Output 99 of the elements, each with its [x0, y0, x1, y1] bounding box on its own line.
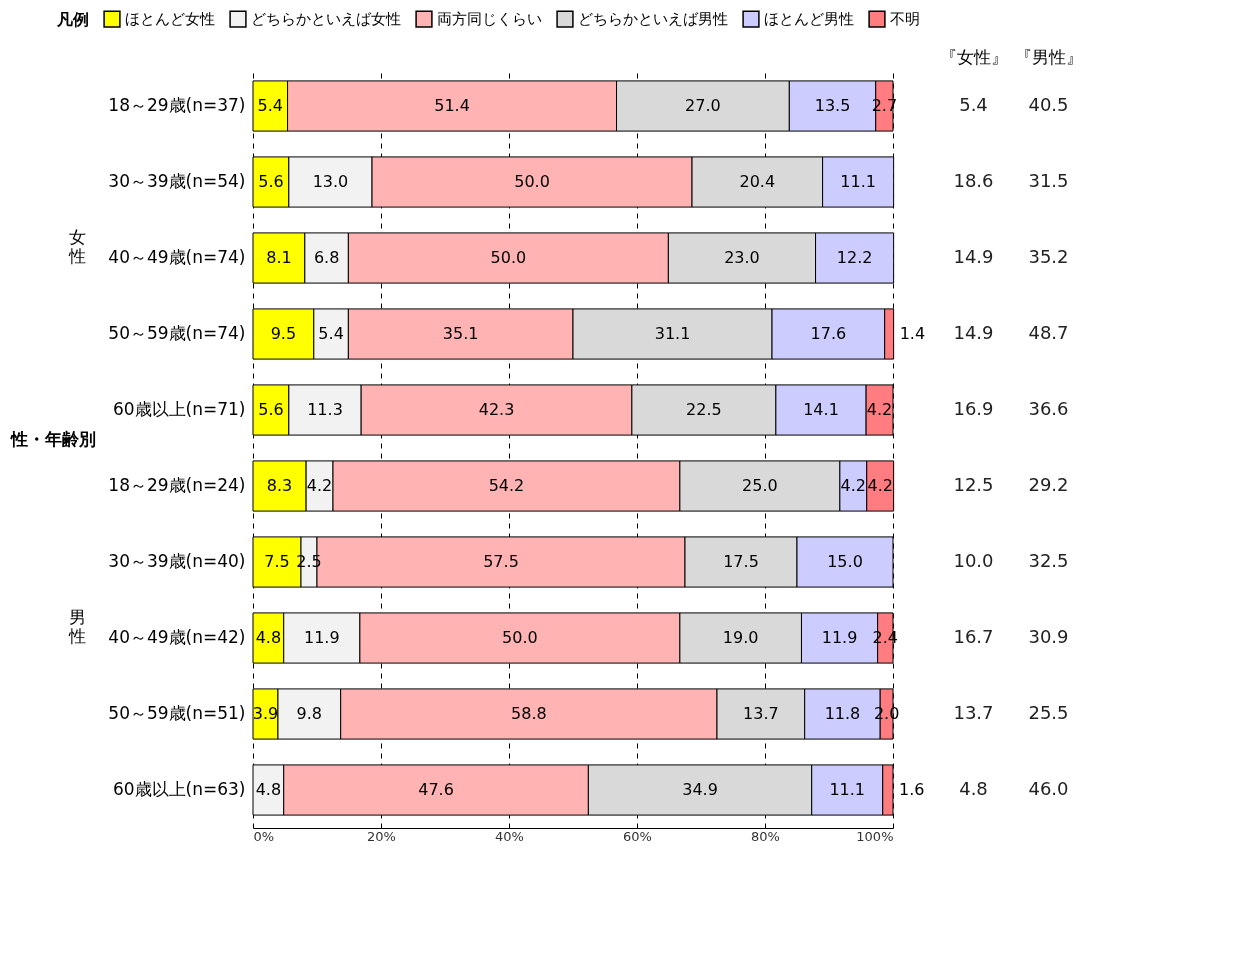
data-label: 4.2: [840, 476, 867, 495]
text: 『男性』: [1015, 46, 1083, 67]
data-label: 9.5: [270, 324, 297, 343]
data-label: 22.5: [686, 400, 722, 419]
data-label: 42.3: [478, 400, 515, 419]
data-label: 50.0: [502, 628, 538, 647]
text: 32.5: [1028, 550, 1069, 571]
data-label: 6.8: [313, 248, 340, 267]
data-label: 4.8: [255, 628, 282, 647]
text: 25.5: [1028, 702, 1069, 723]
text: 18.6: [953, 170, 994, 191]
text: 14.9: [953, 322, 994, 343]
data-label: 15.0: [827, 552, 863, 571]
data-label: 31.1: [654, 324, 691, 343]
y-tick-label: 18～29歳(n=24): [108, 475, 246, 495]
legend-label: どちらかといえば男性: [578, 10, 728, 29]
x-tick-label: 80%: [751, 828, 780, 844]
data-label: 12.2: [836, 248, 873, 267]
y-tick-label: 60歳以上(n=63): [112, 779, 246, 799]
data-label: 27.0: [685, 96, 721, 115]
text: 30.9: [1028, 626, 1069, 647]
text: 31.5: [1028, 170, 1069, 191]
data-label: 17.6: [810, 324, 847, 343]
y-tick-label: 50～59歳(n=74): [108, 323, 246, 343]
data-label: 47.6: [418, 780, 454, 799]
data-label: 20.4: [739, 172, 776, 191]
text: 40.5: [1028, 94, 1069, 115]
data-label: 5.6: [258, 172, 284, 191]
text: 男性: [67, 607, 86, 646]
y-tick-label: 60歳以上(n=71): [112, 399, 246, 419]
data-label: 9.8: [296, 704, 323, 723]
data-label: 19.0: [722, 628, 759, 647]
y-tick-label: 40～49歳(n=74): [108, 247, 246, 267]
legend-label: ほとんど女性: [125, 10, 215, 29]
data-label: 14.1: [803, 400, 839, 419]
data-label: 11.9: [303, 628, 340, 647]
legend-title: 凡例: [56, 10, 89, 29]
text: 12.5: [953, 474, 994, 495]
x-tick-label: 40%: [495, 828, 524, 844]
data-label: 54.2: [488, 476, 525, 495]
data-label: 8.1: [266, 248, 292, 267]
x-tick-label: 0%: [253, 828, 275, 844]
text: 35.2: [1028, 246, 1069, 267]
data-label: 4.2: [867, 476, 893, 495]
data-label: 50.0: [514, 172, 550, 191]
text: 女性: [67, 227, 86, 266]
data-label: 11.9: [821, 628, 858, 647]
legend-label: 不明: [890, 10, 920, 29]
data-label: 11.8: [824, 704, 861, 723]
text: 14.9: [953, 246, 994, 267]
legend-label: ほとんど男性: [764, 10, 854, 29]
text: 『女性』: [940, 46, 1008, 67]
x-tick-label: 20%: [367, 828, 396, 844]
text: 5.4: [959, 94, 988, 115]
data-label: 11.3: [307, 400, 343, 419]
data-label: 13.7: [743, 704, 779, 723]
data-label: 50.0: [490, 248, 527, 267]
data-label: 5.4: [318, 324, 344, 343]
text: 29.2: [1028, 474, 1069, 495]
y-tick-label: 50～59歳(n=51): [108, 703, 246, 723]
data-label: 11.1: [829, 780, 866, 799]
y-tick-label: 30～39歳(n=40): [108, 551, 246, 571]
y-tick-label: 18～29歳(n=37): [108, 95, 246, 115]
y-tick-label: 40～49歳(n=42): [108, 627, 246, 647]
text: 46.0: [1028, 778, 1069, 799]
text: 16.7: [953, 626, 994, 647]
data-label: 23.0: [724, 248, 760, 267]
legend-label: 両方同じくらい: [437, 10, 542, 29]
data-label: 4.2: [306, 476, 333, 495]
data-label: 51.4: [434, 96, 470, 115]
text: 4.8: [959, 778, 988, 799]
text: 48.7: [1028, 322, 1069, 343]
data-label: 25.0: [742, 476, 778, 495]
text: 36.6: [1028, 398, 1069, 419]
x-tick-label: 60%: [623, 828, 652, 844]
data-label: 35.1: [442, 324, 479, 343]
legend-label: どちらかといえば女性: [251, 10, 401, 29]
data-label: 13.5: [814, 96, 851, 115]
x-tick-label: 100%: [856, 828, 894, 844]
data-label: 11.1: [840, 172, 876, 191]
data-label: 3.9: [252, 704, 279, 723]
data-label: 58.8: [511, 704, 547, 723]
text: 16.9: [953, 398, 994, 419]
data-label: 1.6: [899, 780, 925, 799]
data-label: 8.3: [266, 476, 293, 495]
data-label: 5.4: [257, 96, 284, 115]
data-label: 57.5: [483, 552, 519, 571]
y-axis-title: 性・年齢別: [10, 428, 96, 449]
text: 13.7: [953, 702, 994, 723]
data-label: 17.5: [723, 552, 759, 571]
data-label: 7.5: [264, 552, 290, 571]
data-label: 34.9: [682, 780, 718, 799]
text: 10.0: [953, 550, 994, 571]
data-label: 5.6: [258, 400, 284, 419]
y-tick-label: 30～39歳(n=54): [108, 171, 246, 191]
data-label: 4.2: [866, 400, 893, 419]
data-label: 13.0: [312, 172, 349, 191]
data-label: 4.8: [255, 780, 282, 799]
data-label: 1.4: [899, 324, 926, 343]
